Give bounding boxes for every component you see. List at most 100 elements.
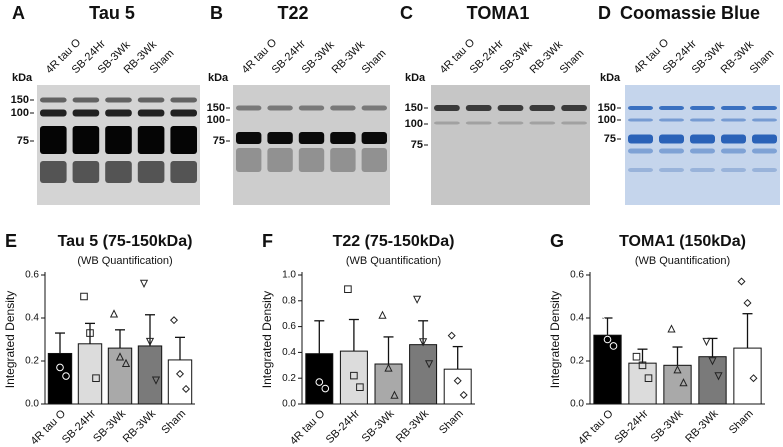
marker-label: 150 (598, 102, 616, 114)
x-tick-label: 4R tau O (576, 407, 616, 447)
panel-letter: B (210, 3, 223, 23)
blot-band (434, 105, 460, 111)
y-tick-label: 0.4 (570, 313, 584, 324)
data-point (632, 352, 641, 361)
blot-band (40, 109, 67, 117)
data-point (321, 384, 330, 393)
bar (167, 359, 193, 405)
blot-band (497, 105, 524, 111)
blot-band (529, 121, 556, 125)
y-axis-label: Integrated Density (260, 291, 274, 388)
chart-title: TOMA1 (150kDa) (619, 233, 746, 250)
blot-band (434, 121, 460, 125)
data-point (597, 316, 606, 324)
y-tick-label: 0.0 (282, 399, 296, 410)
y-tick-label: 0.6 (570, 270, 584, 281)
x-tick-label: 4R tau O (288, 407, 328, 447)
y-tick-label: 1.0 (282, 270, 296, 281)
y-tick-label: 0.6 (282, 321, 296, 332)
blot-band (330, 148, 356, 172)
data-point (702, 337, 711, 347)
y-tick-label: 0.2 (25, 356, 39, 367)
panel-letter: A (12, 3, 25, 23)
blot-band (236, 105, 262, 111)
x-tick-label: RB-3Wk (121, 407, 159, 445)
blot-band (361, 148, 387, 172)
blot-band (752, 134, 777, 144)
x-tick-label: Sham (159, 408, 188, 437)
data-point (390, 390, 399, 399)
blot-band (298, 148, 325, 172)
marker-label: 100 (405, 118, 423, 130)
y-tick-label: 0.2 (570, 356, 584, 367)
data-point (309, 284, 318, 292)
data-point (418, 338, 428, 347)
bar (107, 347, 133, 405)
blot-band (659, 106, 684, 110)
blot-band (105, 126, 132, 154)
data-point (638, 361, 647, 370)
blot-title: T22 (277, 3, 308, 23)
panel-letter: C (400, 3, 413, 23)
marker-label: 75 (411, 139, 423, 151)
blot-band (330, 105, 356, 111)
chart-subtitle: (WB Quantification) (346, 255, 441, 267)
marker-label: 75 (213, 135, 225, 147)
blot-band (628, 118, 653, 122)
lane-label: Sham (558, 47, 587, 76)
blot-band (361, 105, 387, 111)
blot-band (721, 134, 746, 144)
kda-label: kDa (208, 72, 229, 84)
blot-image (625, 85, 780, 205)
marker-label: 100 (11, 107, 29, 119)
bar (137, 345, 163, 405)
x-tick-label: SB-24Hr (60, 407, 99, 446)
marker-label: 150 (11, 94, 29, 106)
data-point (139, 279, 149, 289)
blot-band (267, 105, 293, 111)
data-point (50, 320, 58, 329)
lane-label: Sham (748, 47, 777, 76)
blot-band (690, 134, 715, 144)
marker-label: 150 (207, 102, 225, 114)
blot-band (72, 109, 100, 117)
blot-band (497, 121, 524, 125)
blot-band (465, 121, 492, 125)
blot-band (690, 168, 715, 172)
blot-title: Coomassie Blue (620, 3, 760, 23)
bar (47, 352, 73, 405)
blot-band (721, 106, 746, 110)
bar (339, 350, 368, 405)
y-axis-label: Integrated Density (548, 291, 562, 388)
data-point (447, 331, 456, 340)
data-point (644, 374, 653, 382)
data-point (92, 374, 100, 382)
blot-band (137, 109, 165, 117)
kda-label: kDa (405, 72, 426, 84)
blot-band (561, 121, 587, 125)
chart-title: Tau 5 (75-150kDa) (58, 233, 193, 250)
kda-label: kDa (600, 72, 621, 84)
panel-letter: E (5, 231, 17, 251)
y-tick-label: 0.6 (25, 270, 39, 281)
panel-letter: D (598, 3, 611, 23)
blot-band (628, 148, 653, 154)
data-point (459, 390, 468, 399)
blot-band (105, 97, 132, 103)
bar (409, 344, 438, 405)
data-point (667, 324, 676, 333)
data-point (86, 329, 94, 337)
panel-letter: G (550, 231, 564, 251)
blot-band (690, 106, 715, 110)
blot-image (233, 85, 390, 205)
chart-subtitle: (WB Quantification) (635, 255, 730, 267)
blot-band (628, 168, 653, 172)
blot-band (529, 105, 556, 111)
blot-band (105, 109, 132, 117)
marker-label: 100 (598, 114, 616, 126)
y-tick-label: 0.4 (25, 313, 39, 324)
marker-label: 100 (207, 114, 225, 126)
y-tick-label: 0.0 (25, 399, 39, 410)
blot-band (721, 168, 746, 172)
blot-band (298, 105, 325, 111)
